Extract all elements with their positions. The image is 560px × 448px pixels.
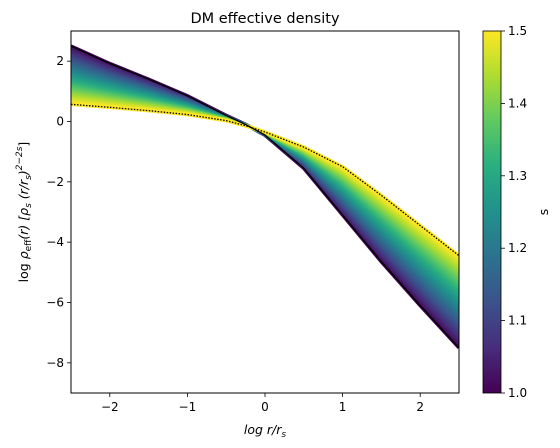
density-band [71, 44, 459, 349]
y-tick-label: −6 [46, 296, 64, 310]
x-tick-label: 1 [339, 400, 347, 414]
colorbar-tick-label: 1.2 [508, 241, 527, 255]
y-axis-label: log ρeff(r) [ρs (r/rs)2−2s] [15, 142, 34, 283]
y-tick-label: 2 [56, 54, 64, 68]
y-tick-label: −4 [46, 235, 64, 249]
upper-s-boundary-line [71, 103, 459, 257]
x-tick-label: 0 [261, 400, 269, 414]
y-axis: 2 0 −2 −4 −6 −8 [46, 54, 71, 370]
x-axis-label: log r/rs [244, 422, 287, 440]
colorbar-tick-label: 1.1 [508, 314, 527, 328]
x-tick-label: −2 [101, 400, 119, 414]
colorbar-tick-label: 1.4 [508, 96, 527, 110]
colorbar-label: s [536, 209, 551, 216]
colorbar [482, 30, 502, 394]
lower-s-boundary-line [71, 45, 459, 349]
y-tick-label: −2 [46, 175, 64, 189]
x-axis: −2 −1 0 1 2 [101, 393, 424, 414]
colorbar-tick-label: 1.3 [508, 169, 527, 183]
y-tick-label: 0 [56, 115, 64, 129]
colorbar-axis: 1.0 1.1 1.2 1.3 1.4 1.5 [501, 24, 527, 400]
y-tick-label: −8 [46, 356, 64, 370]
chart-title: DM effective density [190, 11, 339, 27]
colorbar-tick-label: 1.0 [508, 386, 527, 400]
x-tick-label: −1 [179, 400, 197, 414]
colorbar-tick-label: 1.5 [508, 24, 527, 38]
x-tick-label: 2 [416, 400, 424, 414]
